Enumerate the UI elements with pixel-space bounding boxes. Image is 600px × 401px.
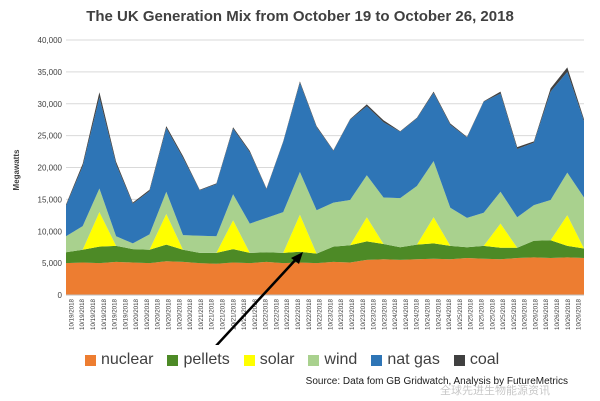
y-tick-label: 20,000 bbox=[38, 164, 63, 173]
x-tick-label: 10/20/2018 bbox=[144, 298, 151, 330]
legend-label: coal bbox=[469, 351, 500, 368]
legend-swatch bbox=[308, 354, 320, 366]
legend-swatch bbox=[243, 354, 255, 366]
x-tick-label: 10/21/2018 bbox=[198, 298, 205, 330]
x-tick-label: 10/26/2018 bbox=[543, 298, 550, 330]
legend-swatch bbox=[453, 354, 465, 366]
x-tick-label: 10/22/2018 bbox=[284, 298, 291, 330]
y-axis-label: Megawatts bbox=[12, 149, 21, 190]
watermark: 全球先进生物能源资讯 bbox=[440, 384, 550, 397]
source-note: Source: Data fom GB Gridwatch, Analysis … bbox=[305, 376, 568, 387]
legend: nuclear pellets solar wind nat gas coal bbox=[85, 348, 545, 372]
y-tick-label: 35,000 bbox=[38, 68, 63, 77]
y-tick-label: 0 bbox=[58, 291, 63, 300]
legend-item: coal bbox=[453, 351, 500, 369]
x-tick-label: 10/25/2018 bbox=[489, 298, 496, 330]
x-tick-label: 10/22/2018 bbox=[263, 298, 270, 330]
x-axis-ticks: 10/19/2018 10/19/2018 10/19/2018 10/19/2018… bbox=[66, 294, 584, 330]
x-tick-label: 10/19/2018 bbox=[101, 298, 108, 330]
area-nat-gas bbox=[66, 71, 584, 244]
x-tick-label: 10/24/2018 bbox=[435, 298, 442, 330]
legend-swatch bbox=[371, 354, 383, 366]
x-tick-label: 10/24/2018 bbox=[414, 298, 421, 330]
legend-swatch bbox=[167, 354, 179, 366]
area-wind bbox=[66, 161, 584, 254]
x-tick-label: 10/21/2018 bbox=[230, 298, 237, 330]
legend-label: nuclear bbox=[101, 351, 154, 368]
annotation-arrow bbox=[215, 252, 303, 345]
y-tick-label: 15,000 bbox=[38, 195, 63, 204]
y-tick-label: 30,000 bbox=[38, 100, 63, 109]
x-tick-label: 10/23/2018 bbox=[349, 298, 356, 330]
x-tick-label: 10/24/2018 bbox=[403, 298, 410, 330]
x-tick-label: 10/22/2018 bbox=[306, 298, 313, 330]
x-tick-label: 10/19/2018 bbox=[79, 298, 86, 330]
area-nuclear bbox=[66, 257, 584, 295]
legend-label: wind bbox=[324, 351, 358, 368]
legend-swatch bbox=[85, 354, 96, 366]
legend-item: nuclear bbox=[85, 351, 153, 369]
x-tick-label: 10/20/2018 bbox=[155, 298, 162, 330]
stacked-areas bbox=[66, 67, 584, 295]
x-tick-label: 10/19/2018 bbox=[90, 298, 97, 330]
x-tick-label: 10/23/2018 bbox=[327, 298, 334, 330]
legend-item: nat gas bbox=[371, 351, 440, 369]
x-tick-label: 10/23/2018 bbox=[381, 298, 388, 330]
x-tick-label: 10/26/2018 bbox=[565, 298, 572, 330]
x-tick-label: 10/26/2018 bbox=[554, 298, 561, 330]
chart-title: The UK Generation Mix from October 19 to… bbox=[86, 8, 514, 25]
x-tick-label: 10/21/2018 bbox=[252, 298, 259, 330]
legend-label: nat gas bbox=[387, 351, 440, 368]
plot-area: 0 5,000 10,000 15,000 20,000 25,000 30,000 35,0… bbox=[12, 36, 584, 345]
legend-item: solar bbox=[243, 351, 295, 369]
legend-label: solar bbox=[259, 351, 295, 368]
x-tick-label: 10/25/2018 bbox=[479, 298, 486, 330]
area-solar bbox=[66, 212, 584, 254]
x-tick-label: 10/23/2018 bbox=[338, 298, 345, 330]
legend-label: pellets bbox=[183, 351, 230, 368]
x-tick-label: 10/26/2018 bbox=[576, 298, 583, 330]
legend-item: pellets bbox=[167, 351, 230, 369]
x-tick-label: 10/20/2018 bbox=[166, 298, 173, 330]
x-tick-label: 10/25/2018 bbox=[511, 298, 518, 330]
legend-item: wind bbox=[308, 351, 357, 369]
x-tick-label: 10/24/2018 bbox=[392, 298, 399, 330]
x-tick-label: 10/25/2018 bbox=[500, 298, 507, 330]
x-tick-label: 10/26/2018 bbox=[522, 298, 529, 330]
x-tick-label: 10/21/2018 bbox=[220, 298, 227, 330]
area-pellets bbox=[66, 240, 584, 264]
x-tick-label: 10/25/2018 bbox=[457, 298, 464, 330]
y-tick-label: 25,000 bbox=[38, 132, 63, 141]
x-tick-label: 10/24/2018 bbox=[425, 298, 432, 330]
x-tick-label: 10/19/2018 bbox=[112, 298, 119, 330]
x-tick-label: 10/25/2018 bbox=[468, 298, 475, 330]
x-tick-label: 10/26/2018 bbox=[532, 298, 539, 330]
x-tick-label: 10/20/2018 bbox=[187, 298, 194, 330]
y-axis-ticks: 0 5,000 10,000 15,000 20,000 25,000 30,000 35,0… bbox=[38, 36, 63, 300]
x-tick-label: 10/20/2018 bbox=[133, 298, 140, 330]
x-tick-label: 10/24/2018 bbox=[446, 298, 453, 330]
x-tick-label: 10/22/2018 bbox=[273, 298, 280, 330]
y-tick-label: 10,000 bbox=[38, 227, 63, 236]
x-tick-label: 10/23/2018 bbox=[360, 298, 367, 330]
x-tick-label: 10/21/2018 bbox=[209, 298, 216, 330]
x-tick-label: 10/23/2018 bbox=[371, 298, 378, 330]
x-tick-label: 10/19/2018 bbox=[68, 298, 75, 330]
y-tick-label: 5,000 bbox=[42, 259, 63, 268]
x-tick-label: 10/20/2018 bbox=[176, 298, 183, 330]
x-tick-label: 10/22/2018 bbox=[295, 298, 302, 330]
y-tick-label: 40,000 bbox=[38, 36, 63, 45]
x-tick-label: 10/22/2018 bbox=[317, 298, 324, 330]
x-tick-label: 10/19/2018 bbox=[122, 298, 129, 330]
